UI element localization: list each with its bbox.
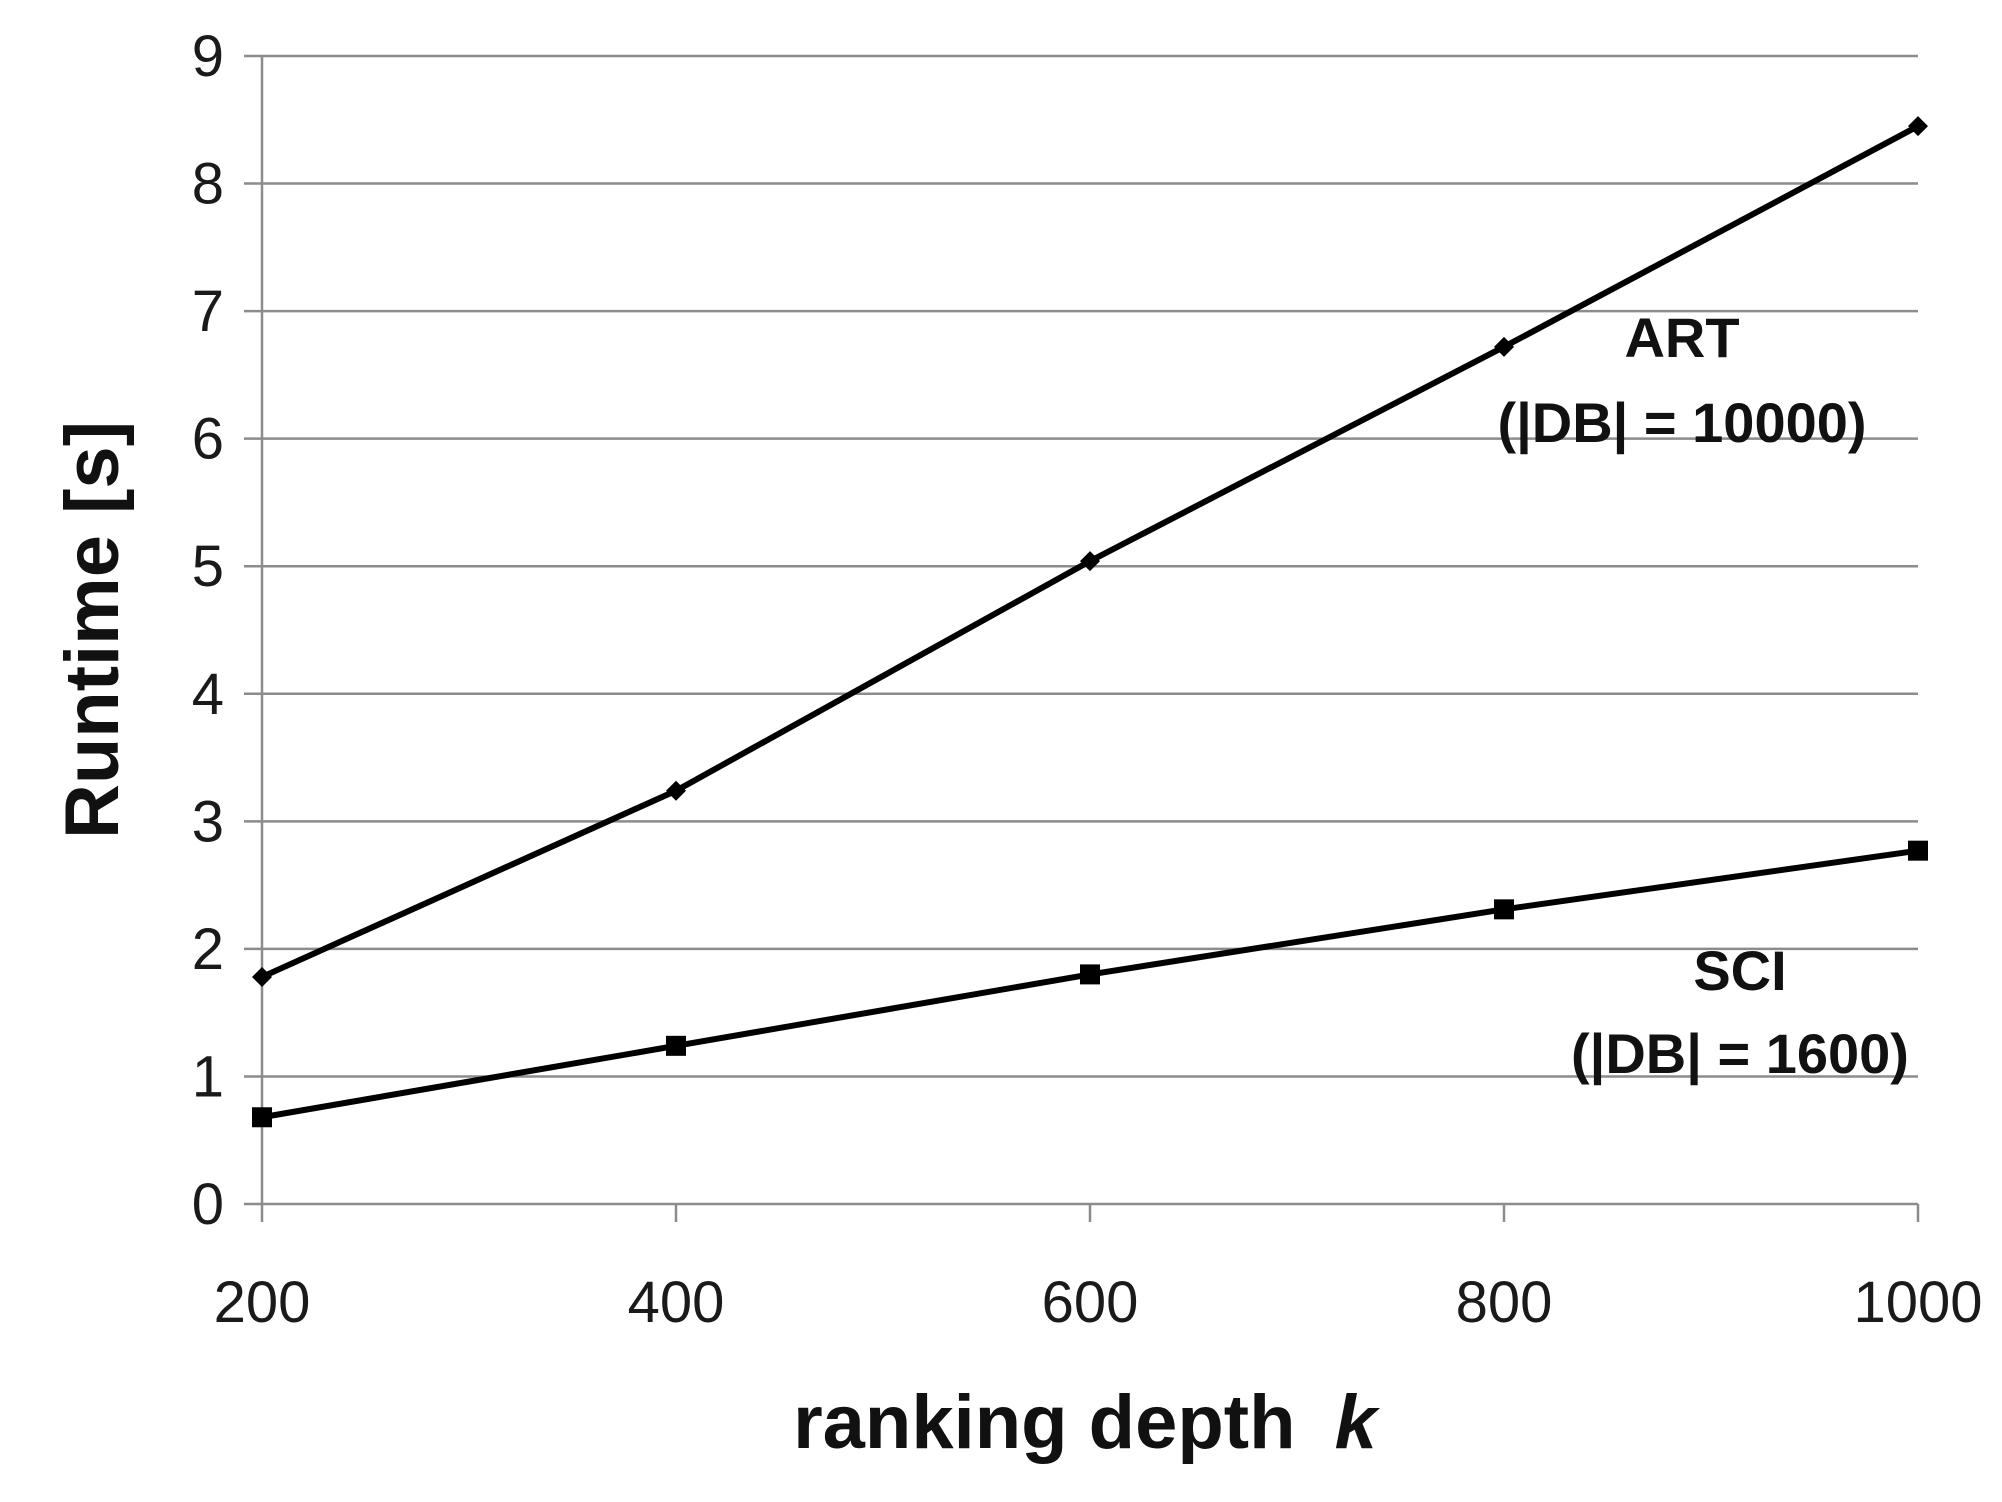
point-art-400 <box>666 780 686 801</box>
y-tick-label-8: 8 <box>192 152 224 217</box>
y-tick-label-9: 9 <box>192 24 224 89</box>
y-axis-title: Runtime [s] <box>50 421 135 839</box>
x-tick-label-400: 400 <box>628 1270 725 1335</box>
point-sci-600 <box>1080 964 1100 985</box>
point-sci-1000 <box>1908 840 1928 861</box>
x-tick-label-200: 200 <box>214 1270 311 1335</box>
series-label-art-line1: ART <box>1624 306 1739 369</box>
y-tick-labels: 0 1 2 3 4 5 6 7 8 9 <box>192 24 224 1237</box>
y-tick-label-7: 7 <box>192 279 224 344</box>
y-tick-label-4: 4 <box>192 662 224 727</box>
x-axis-title: ranking depth k <box>793 1380 1381 1465</box>
point-art-800 <box>1494 336 1514 357</box>
x-axis-title-variable: k <box>1335 1380 1381 1465</box>
point-art-1000 <box>1908 116 1928 137</box>
series-label-art: ART (|DB| = 10000) <box>1497 306 1866 455</box>
x-tick-label-1000: 1000 <box>1853 1270 1982 1335</box>
series-label-sci-line2: (|DB| = 1600) <box>1571 1022 1909 1086</box>
y-tick-label-3: 3 <box>192 789 224 854</box>
point-sci-200 <box>252 1107 272 1128</box>
y-tick-label-5: 5 <box>192 534 224 599</box>
y-tick-label-0: 0 <box>192 1172 224 1237</box>
point-sci-400 <box>666 1035 686 1056</box>
point-art-600 <box>1080 551 1100 572</box>
x-axis-title-text: ranking depth <box>793 1380 1295 1465</box>
x-tick-label-600: 600 <box>1042 1270 1139 1335</box>
x-tick-labels: 200 400 600 800 1000 <box>214 1270 1983 1335</box>
y-tick-label-6: 6 <box>192 407 224 472</box>
series-label-sci: SCI (|DB| = 1600) <box>1571 939 1909 1086</box>
y-tick-label-1: 1 <box>192 1044 224 1109</box>
series-label-art-line2: (|DB| = 10000) <box>1497 391 1866 455</box>
axes <box>244 54 1920 1222</box>
point-sci-800 <box>1494 899 1514 920</box>
y-tick-label-2: 2 <box>192 917 224 982</box>
series-label-sci-line1: SCI <box>1693 939 1786 1002</box>
x-tick-label-800: 800 <box>1456 1270 1553 1335</box>
series-markers <box>252 116 1928 1128</box>
point-art-200 <box>252 966 272 987</box>
